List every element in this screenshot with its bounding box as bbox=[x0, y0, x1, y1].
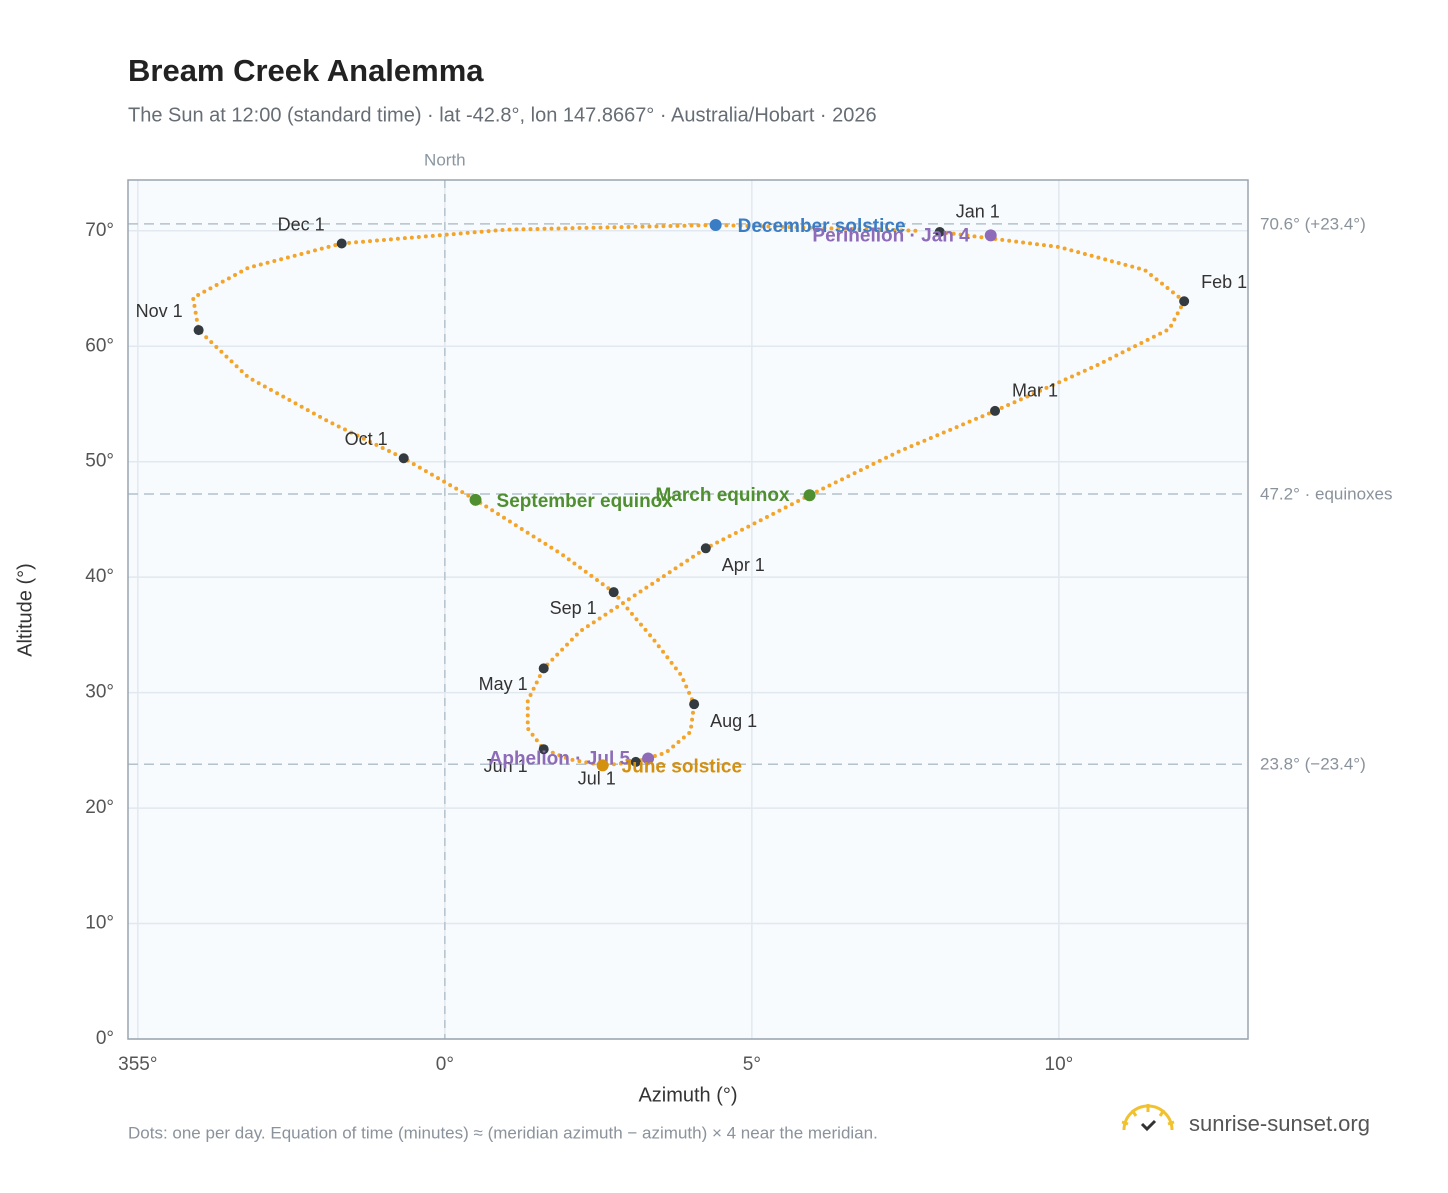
point-label: Perihelion · Jan 4 bbox=[812, 225, 970, 246]
reference-label: 23.8° (−23.4°) bbox=[1260, 755, 1366, 774]
brand: sunrise-sunset.org bbox=[1189, 1111, 1370, 1136]
y-tick-label: 20° bbox=[85, 797, 114, 818]
point-label: Dec 1 bbox=[278, 214, 325, 234]
point-label: December solstice bbox=[738, 216, 906, 237]
point-label: Nov 1 bbox=[136, 301, 183, 321]
point-label: Jan 1 bbox=[956, 202, 1000, 222]
point-label: May 1 bbox=[479, 674, 528, 694]
point-label: June solstice bbox=[622, 756, 742, 777]
point-label: Jun 1 bbox=[484, 756, 528, 776]
point bbox=[596, 759, 609, 772]
x-tick-label: 10° bbox=[1045, 1054, 1074, 1075]
point-label: Aug 1 bbox=[710, 711, 757, 731]
point bbox=[689, 699, 700, 710]
y-tick-label: 40° bbox=[85, 566, 114, 587]
point-label: Oct 1 bbox=[345, 429, 388, 449]
point bbox=[700, 543, 711, 554]
reference-label: 47.2° · equinoxes bbox=[1260, 485, 1393, 504]
plot-area bbox=[128, 180, 1248, 1039]
y-tick-label: 70° bbox=[85, 220, 114, 241]
x-axis-label: Azimuth (°) bbox=[638, 1084, 737, 1106]
reference-label: 70.6° (+23.4°) bbox=[1260, 214, 1366, 233]
point bbox=[608, 587, 619, 598]
x-tick-label: 0° bbox=[436, 1054, 454, 1075]
point-label: Apr 1 bbox=[722, 555, 765, 575]
footnote: Dots: one per day. Equation of time (min… bbox=[128, 1123, 878, 1142]
y-tick-label: 10° bbox=[85, 913, 114, 934]
y-tick-label: 30° bbox=[85, 682, 114, 703]
point-label: Feb 1 bbox=[1201, 272, 1247, 292]
point bbox=[630, 756, 641, 767]
point bbox=[1179, 296, 1190, 307]
chart-title: Bream Creek Analemma bbox=[128, 53, 484, 88]
x-tick-label: 355° bbox=[118, 1054, 157, 1075]
point bbox=[803, 489, 816, 502]
point bbox=[642, 752, 655, 765]
brand-logo bbox=[1121, 1104, 1175, 1132]
point-label: March equinox bbox=[656, 485, 791, 506]
point-label: Sep 1 bbox=[550, 598, 597, 618]
point bbox=[934, 226, 945, 237]
point-label: Jul 1 bbox=[578, 769, 616, 789]
north-label: North bbox=[424, 150, 466, 169]
point-label: Mar 1 bbox=[1012, 381, 1058, 401]
point bbox=[990, 405, 1001, 416]
point bbox=[336, 238, 347, 249]
point bbox=[469, 493, 482, 506]
point bbox=[709, 219, 722, 232]
y-tick-label: 0° bbox=[96, 1028, 114, 1049]
point bbox=[193, 325, 204, 336]
plot-frame bbox=[127, 179, 1249, 1040]
y-tick-label: 50° bbox=[85, 451, 114, 472]
point bbox=[538, 663, 549, 674]
point bbox=[984, 229, 997, 242]
y-tick-label: 60° bbox=[85, 335, 114, 356]
point-label: September equinox bbox=[497, 491, 674, 512]
point bbox=[398, 453, 409, 464]
y-axis-label: Altitude (°) bbox=[14, 563, 36, 657]
point-label: Aphelion · Jul 5 bbox=[489, 748, 631, 769]
point bbox=[538, 744, 549, 755]
x-tick-label: 5° bbox=[743, 1054, 761, 1075]
chart-subtitle: The Sun at 12:00 (standard time) · lat -… bbox=[128, 104, 877, 126]
